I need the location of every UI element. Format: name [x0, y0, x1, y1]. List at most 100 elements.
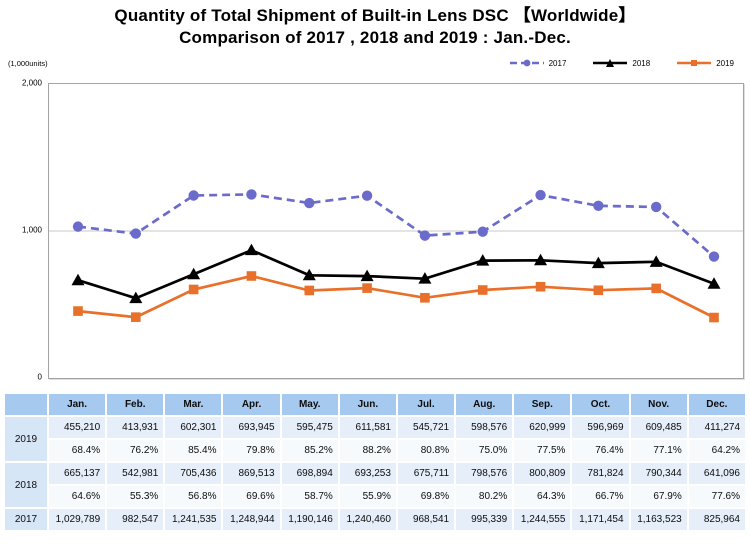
data-point-2018-Aug.	[476, 254, 490, 266]
data-point-2018-Jan.	[71, 273, 85, 286]
value-cell: 1,244,555	[514, 509, 571, 530]
value-cell: 620,999	[514, 417, 571, 438]
percent-cell: 55.3%	[107, 486, 164, 507]
percent-cell: 69.8%	[397, 486, 455, 507]
data-point-2019-Jan.	[73, 306, 83, 316]
value-cell: 602,301	[165, 417, 222, 438]
percent-cell: 58.7%	[281, 486, 338, 507]
data-point-2017-Aug.	[477, 226, 488, 237]
value-cell: 611,581	[339, 417, 396, 438]
value-cell: 641,096	[688, 463, 745, 484]
value-cell: 1,171,454	[572, 509, 629, 530]
year-cell: 2017	[5, 509, 47, 530]
y-tick-label: 0	[37, 372, 42, 382]
chart-title-line1: Quantity of Total Shipment of Built-in L…	[114, 6, 636, 25]
month-header-cell: Oct.	[572, 394, 629, 415]
month-header-cell: Mar.	[165, 394, 222, 415]
y-axis-unit-label: (1,000units)	[8, 59, 48, 68]
data-point-2019-Jun.	[362, 283, 372, 293]
legend-item-2018: 2018	[592, 57, 650, 69]
year-cell: 2018	[5, 463, 47, 507]
data-point-2018-Sep.	[534, 253, 548, 266]
data-point-2019-Dec.	[709, 312, 719, 323]
legend-label-2017: 2017	[548, 58, 567, 68]
value-cell: 595,475	[281, 417, 338, 438]
data-point-2017-Sep.	[535, 189, 546, 201]
table-row: 2019 455,210 413,931 602,301 693,945 595,475 6…	[5, 417, 745, 461]
value-cell: 1,163,523	[630, 509, 687, 530]
month-header-cell: Dec.	[688, 394, 745, 415]
percent-cell: 80.2%	[456, 486, 513, 507]
percent-cell: 77.5%	[514, 440, 571, 461]
percent-cell: 85.4%	[165, 440, 222, 461]
percent-cell: 67.9%	[630, 486, 687, 507]
value-cell: 665,137	[49, 463, 106, 484]
percent-cell: 85.2%	[281, 440, 338, 461]
data-point-2018-Jun.	[360, 269, 374, 282]
data-point-2019-Apr.	[246, 271, 257, 281]
month-header-cell: Apr.	[223, 394, 280, 415]
legend-marker-2019-icon	[677, 60, 712, 66]
data-point-2019-Aug.	[477, 285, 488, 295]
percent-cell: 76.4%	[572, 440, 629, 461]
legend-label-2019: 2019	[716, 58, 734, 68]
data-point-2019-Mar.	[188, 284, 199, 295]
data-point-2017-Nov.	[650, 201, 662, 213]
data-point-2019-Jul.	[420, 292, 430, 303]
chart-title-line2: Comparison of 2017 , 2018 and 2019 : Jan…	[179, 28, 571, 47]
chart-title: Quantity of Total Shipment of Built-in L…	[0, 5, 750, 49]
data-point-2018-May.	[302, 268, 316, 281]
data-point-2018-Nov.	[649, 255, 663, 267]
month-header-cell: Jul.	[397, 394, 455, 415]
chart-svg	[49, 189, 743, 323]
value-cell: 1,241,535	[165, 509, 222, 530]
data-point-2017-Dec.	[708, 251, 720, 262]
table-row: 2018 665,137 542,981 705,436 869,513 698,894 6…	[5, 463, 745, 507]
data-point-2019-May.	[304, 285, 315, 296]
value-cell: 798,576	[456, 463, 513, 484]
month-header-cell: Jan.	[49, 394, 106, 415]
data-table: Jan. Feb. Mar. Apr. May. Jun. Jul. Aug. Sep. Oct.…	[3, 392, 747, 532]
month-header-cell: Aug.	[456, 394, 513, 415]
value-cell: 1,029,789	[49, 509, 106, 530]
year-cell: 2019	[5, 417, 47, 461]
percent-cell: 69.6%	[223, 486, 280, 507]
percent-cell: 64.2%	[688, 440, 745, 461]
series-line-2018	[77, 248, 715, 300]
data-point-2017-Jan.	[72, 221, 84, 232]
data-table-wrap: Jan. Feb. Mar. Apr. May. Jun. Jul. Aug. Sep. Oct.…	[3, 392, 747, 532]
data-point-2017-Jun.	[361, 190, 373, 201]
data-point-2017-May.	[304, 197, 315, 209]
month-header-cell: Sep.	[514, 394, 571, 415]
value-cell: 781,824	[572, 463, 629, 484]
percent-cell: 66.7%	[572, 486, 629, 507]
data-point-2018-Oct.	[591, 256, 605, 269]
percent-cell: 80.8%	[397, 440, 455, 461]
series-line-2017	[77, 193, 715, 258]
data-point-2018-Apr.	[244, 243, 258, 256]
value-cell: 1,190,146	[281, 509, 338, 530]
data-point-2019-Nov.	[651, 283, 661, 294]
data-point-2018-Jul.	[418, 272, 432, 284]
legend-item-2017: 2017	[509, 57, 567, 69]
percent-cell: 77.6%	[688, 486, 745, 507]
month-header-cell: Jun.	[339, 394, 396, 415]
data-point-2018-Dec.	[707, 277, 721, 289]
value-cell: 869,513	[223, 463, 280, 484]
value-cell: 982,547	[107, 509, 164, 530]
y-tick-label: 2,000	[21, 78, 42, 88]
value-cell: 542,981	[107, 463, 164, 484]
legend-marker-2018-icon	[593, 59, 628, 67]
value-cell: 411,274	[688, 417, 745, 438]
percent-cell: 76.2%	[107, 440, 164, 461]
legend: 2017 2018 2019	[509, 57, 734, 69]
percent-cell: 68.4%	[49, 440, 106, 461]
value-cell: 995,339	[456, 509, 513, 530]
percent-cell: 75.0%	[456, 440, 513, 461]
value-cell: 693,945	[223, 417, 280, 438]
chart-area: (1,000units) 2017 2018 2019 2,000 1,000 0	[0, 55, 750, 390]
value-cell: 413,931	[107, 417, 164, 438]
value-cell: 790,344	[630, 463, 687, 484]
percent-cell: 79.8%	[223, 440, 280, 461]
